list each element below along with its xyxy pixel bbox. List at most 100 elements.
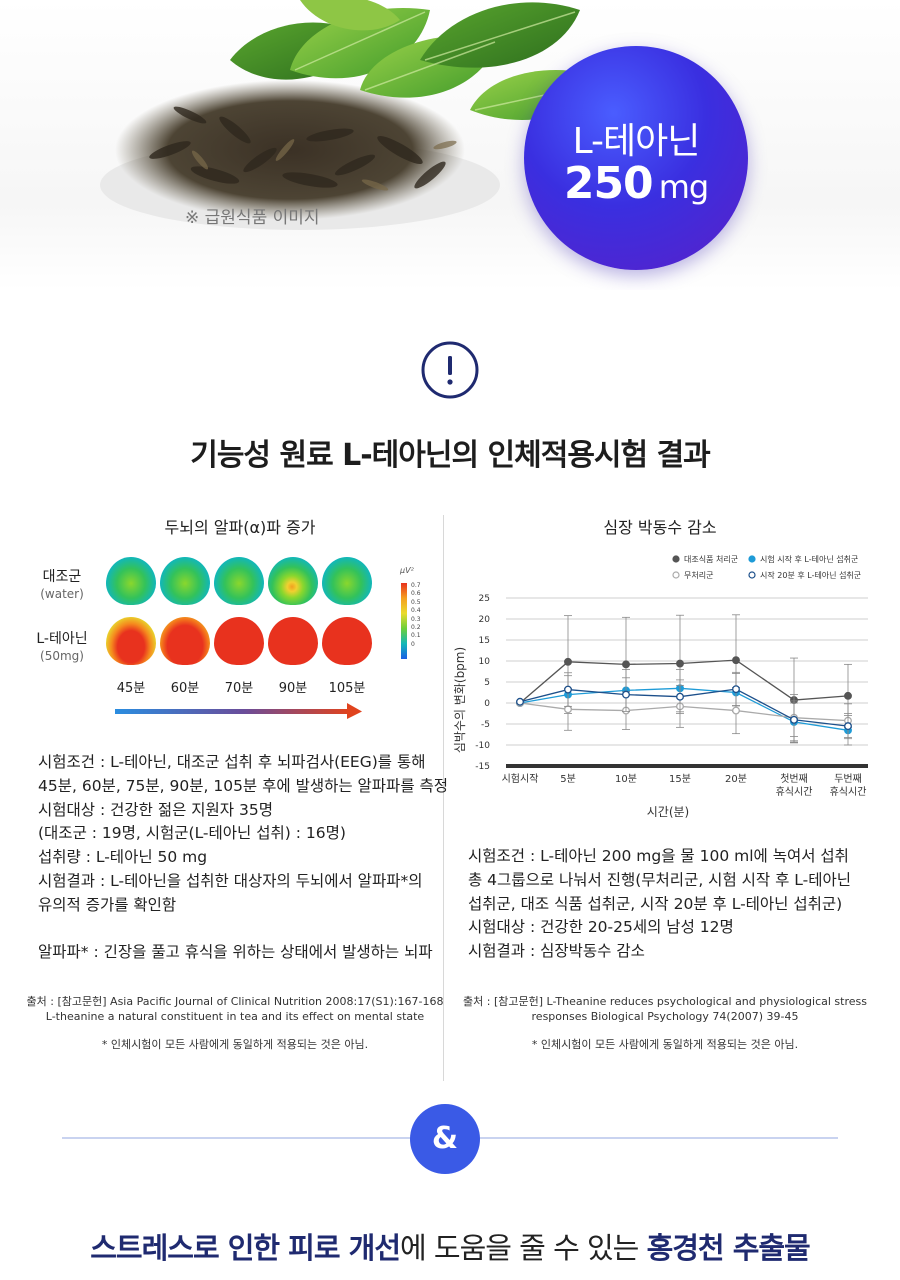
column-divider (443, 515, 444, 1081)
legend-label: 시험 시작 후 L-테아닌 섭취군 (760, 554, 858, 564)
heart-rate-chart: 25 20 15 10 5 0 -5 -10 -15 시험시작 5분 10분 15분 20분 첫번째 휴식시… (453, 554, 868, 819)
time-label: 60분 (170, 681, 200, 696)
y-tick-label: 0 (484, 699, 490, 709)
data-point (516, 697, 524, 706)
tea-leaves-illustration (100, 0, 610, 230)
data-point (844, 691, 852, 700)
time-label: 90분 (278, 681, 308, 696)
row-label-theanine: L-테아닌 (50mg) (22, 628, 102, 663)
brain-map-theanine-105 (322, 617, 372, 665)
y-tick-label: 10 (479, 657, 491, 667)
y-tick-label: 25 (479, 594, 490, 604)
desc-line: 유의적 증가를 확인함 (38, 895, 177, 914)
brain-map-control-45 (106, 557, 156, 605)
row-label-theanine-sub: (50mg) (40, 649, 84, 663)
x-axis-label: 시간(분) (647, 805, 689, 819)
headline-highlight-1: 스트레스로 인한 피로 개선 (90, 1231, 401, 1265)
left-reference: 출처 : [참고문헌] Asia Pacific Journal of Clin… (20, 994, 450, 1024)
exclamation-circle-icon (421, 341, 479, 399)
ref-line: responses Biological Psychology 74(2007)… (531, 1010, 799, 1023)
brain-map-theanine-60 (160, 617, 210, 665)
legend-label: 시작 20분 후 L-테아닌 섭취군 (760, 570, 861, 580)
y-tick-label: 5 (484, 678, 490, 688)
desc-line: 시험대상 : 건강한 젊은 지원자 35명 (38, 800, 273, 819)
data-point (622, 690, 630, 699)
ref-line: L-theanine a natural constituent in tea … (45, 1010, 425, 1023)
badge-dose-value: 250 (563, 158, 654, 209)
desc-line: 섭취량 : L-테아닌 50 mg (38, 848, 208, 867)
scale-tick: 0.1 (411, 632, 421, 640)
alpha-wave-title: 두뇌의 알파(α)파 증가 (164, 518, 316, 537)
ampersand-badge: & (410, 1104, 480, 1174)
time-label: 70분 (224, 681, 254, 696)
data-point (564, 657, 572, 666)
desc-line: 시험결과 : 심장박동수 감소 (468, 942, 645, 961)
color-scale-ticks: 0.7 0.6 0.5 0.4 0.3 0.2 0.1 0 (411, 582, 421, 649)
brain-map-theanine-70 (214, 617, 264, 665)
row-label-theanine-text: L-테아닌 (36, 631, 88, 647)
y-tick-label: -5 (481, 720, 490, 730)
desc-line: 시험결과 : L-테아닌을 섭취한 대상자의 두뇌에서 알파파*의 (38, 871, 423, 890)
data-point (564, 685, 572, 694)
legend-label: 무처리군 (684, 571, 713, 580)
desc-line: 45분, 60분, 75분, 90분, 105분 후에 발생하는 알파파를 측정 (38, 776, 449, 795)
left-description: 시험조건 : L-테아닌, 대조군 섭취 후 뇌파검사(EEG)를 통해 45분… (38, 751, 448, 964)
data-point (564, 705, 572, 714)
x-axis-baseline (506, 764, 868, 768)
scale-unit: μV² (400, 566, 414, 575)
time-arrow-icon (115, 703, 362, 719)
desc-line: 시험조건 : L-테아닌 200 mg을 물 100 ml에 녹여서 섭취 (468, 847, 849, 865)
hero-caption: ※ 급원식품 이미지 (185, 208, 320, 228)
dose-badge: L-테아닌 250 mg (524, 46, 748, 270)
chart-series (516, 614, 852, 746)
brain-map-control-70 (214, 557, 264, 605)
desc-line: 총 4그룹으로 나눠서 진행(무처리군, 시험 시작 후 L-테아닌 (468, 870, 852, 889)
data-point (732, 685, 740, 694)
chart-y-ticks: 25 20 15 10 5 0 -5 -10 -15 (475, 594, 490, 772)
data-point (622, 660, 630, 669)
brain-map-theanine-90 (268, 617, 318, 665)
ref-line: 출처 : [참고문헌] L-Theanine reduces psycholog… (463, 995, 867, 1008)
x-tick-label: 첫번째 휴식시간 (776, 773, 813, 798)
scale-tick: 0.4 (411, 607, 421, 615)
data-point (844, 722, 852, 731)
legend-marker (672, 555, 680, 563)
desc-line: 시험조건 : L-테아닌, 대조군 섭취 후 뇌파검사(EEG)를 통해 (38, 753, 426, 771)
scale-tick: 0.2 (411, 624, 421, 632)
legend-marker (748, 571, 756, 579)
row-label-control-text: 대조군 (42, 569, 82, 585)
scale-tick: 0.7 (411, 582, 421, 589)
desc-line: 섭취군, 대조 식품 섭취군, 시작 20분 후 L-테아닌 섭취군) (468, 894, 843, 913)
right-disclaimer: * 인체시험이 모든 사람에게 동일하게 적용되는 것은 아님. (531, 1038, 799, 1051)
legend-marker (748, 555, 756, 563)
next-section-headline: 스트레스로 인한 피로 개선에 도움을 줄 수 있는 홍경천 추출물 (0, 1225, 900, 1267)
hero-banner: ※ 급원식품 이미지 L-테아닌 250 mg (0, 0, 900, 290)
color-scale-bar (401, 583, 407, 659)
row-label-control-sub: (water) (40, 587, 84, 601)
x-tick-label: 두번째 휴식시간 (830, 773, 867, 798)
data-point (676, 692, 684, 701)
row-label-control: 대조군 (water) (22, 566, 102, 601)
section-title: 기능성 원료 L-테아닌의 인체적용시험 결과 (190, 438, 711, 473)
x-tick-label: 20분 (725, 773, 747, 785)
right-reference: 출처 : [참고문헌] L-Theanine reduces psycholog… (450, 994, 880, 1024)
x-tick-label: 15분 (669, 773, 691, 785)
alpha-footnote: 알파파* : 긴장을 풀고 휴식을 위하는 상태에서 발생하는 뇌파 (38, 942, 433, 961)
brain-map-control-105 (322, 557, 372, 605)
y-tick-label: 15 (479, 636, 490, 646)
desc-line: (대조군 : 19명, 시험군(L-테아닌 섭취) : 16명) (38, 824, 346, 843)
right-description: 시험조건 : L-테아닌 200 mg을 물 100 ml에 녹여서 섭취 총 … (468, 845, 851, 964)
data-point (732, 656, 740, 665)
scale-tick: 0.5 (411, 598, 421, 606)
ref-line: 출처 : [참고문헌] Asia Pacific Journal of Clin… (26, 995, 444, 1008)
scale-tick: 0.6 (411, 590, 421, 598)
y-tick-label: -15 (475, 762, 490, 772)
data-point (790, 715, 798, 724)
badge-ingredient: L-테아닌 (572, 121, 701, 162)
chart-grid (506, 597, 868, 768)
y-tick-label: -10 (475, 741, 490, 751)
headline-highlight-2: 홍경천 추출물 (646, 1231, 811, 1265)
brain-map-control-60 (160, 557, 210, 605)
badge-dose: 250 mg (524, 158, 748, 209)
